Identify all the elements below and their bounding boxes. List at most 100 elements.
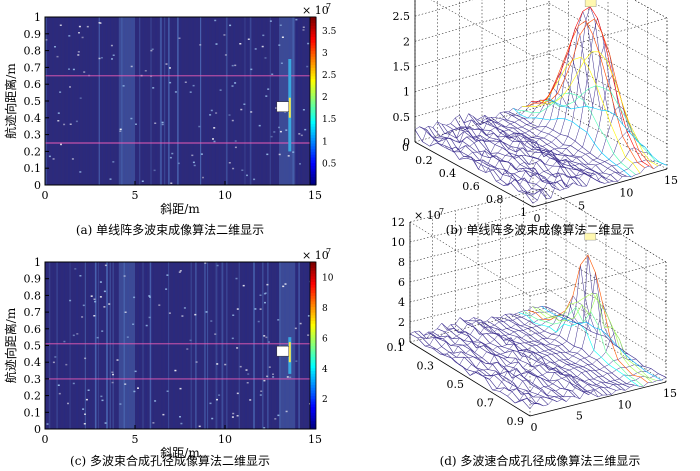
surface-mesh-line <box>491 316 612 395</box>
range-stripe <box>177 17 179 185</box>
speckle <box>179 416 181 418</box>
speckle <box>166 390 169 392</box>
speckle <box>90 295 93 297</box>
speckle <box>165 63 168 65</box>
colorbar-tick-label: 3 <box>322 49 328 59</box>
colorbar-cell <box>310 398 316 402</box>
range-stripe <box>168 17 170 185</box>
colorbar-cell <box>310 39 316 43</box>
speckle <box>306 65 309 68</box>
speckle <box>116 359 119 361</box>
speckle <box>78 32 80 34</box>
range-stripe <box>126 17 129 185</box>
range-stripe <box>298 262 300 429</box>
colorbar-cell <box>310 67 316 71</box>
speckle <box>54 356 57 358</box>
range-stripe <box>56 262 58 429</box>
speckle <box>68 35 71 37</box>
range-stripe <box>173 262 175 429</box>
colorbar-cell <box>310 415 316 419</box>
surface-mesh-line <box>463 119 583 187</box>
speckle <box>235 277 238 280</box>
range-stripe <box>222 17 223 185</box>
speckle <box>134 370 137 373</box>
speckle <box>46 423 49 425</box>
speckle <box>84 413 86 415</box>
surface-mesh-line <box>529 377 667 409</box>
colorbar-cell <box>310 312 316 316</box>
speckle <box>254 308 257 310</box>
range-stripe <box>179 17 182 185</box>
speckle <box>57 112 60 114</box>
colorbar-cell <box>310 353 316 358</box>
side-wall-grid <box>548 28 668 94</box>
speckle <box>186 348 189 350</box>
range-stripe <box>150 17 152 185</box>
surface-mesh-line <box>536 292 657 381</box>
colorbar-cell <box>310 281 316 285</box>
speckle <box>111 381 114 384</box>
speckle <box>119 128 122 131</box>
datatip-box <box>276 345 290 357</box>
speckle <box>287 155 290 157</box>
speckle <box>213 127 216 129</box>
colorbar-cell <box>310 157 316 161</box>
speckle <box>236 415 239 417</box>
speckle <box>152 422 155 424</box>
colorbar-tick-label: 1 <box>322 137 328 147</box>
colorbar-cell <box>310 403 316 408</box>
speckle <box>193 164 196 167</box>
speckle <box>82 304 85 307</box>
speckle <box>266 375 269 378</box>
colorbar-cell <box>310 98 316 102</box>
speckle <box>265 95 268 97</box>
colorbar-cell <box>310 78 316 82</box>
speckle <box>103 290 106 293</box>
colorbar-cell <box>310 115 316 119</box>
bright-band <box>118 17 135 185</box>
speckle <box>81 316 84 318</box>
range-stripe <box>295 262 298 429</box>
colorbar-tick-label: 2.5 <box>322 71 337 81</box>
speckle <box>87 389 90 391</box>
speckle <box>77 54 80 56</box>
colorbar-cell <box>310 317 316 321</box>
speckle <box>149 296 151 298</box>
range-stripe <box>265 17 267 185</box>
speckle <box>79 275 82 277</box>
range-stripe <box>244 262 247 429</box>
range-stripe <box>218 17 220 185</box>
speckle <box>123 275 126 277</box>
y-tick-label: 0.2 <box>24 390 42 403</box>
y-tick-label: 0 <box>34 179 41 192</box>
range-stripe <box>273 17 276 185</box>
y-tick-label: 0.5 <box>447 378 465 391</box>
colorbar-cell <box>310 75 316 80</box>
z-tick-label: 4 <box>398 296 405 309</box>
range-stripe <box>82 17 85 185</box>
speckle <box>281 36 284 38</box>
x-axis-label: 斜距/m <box>160 202 200 216</box>
surface-mesh-line <box>437 328 558 402</box>
z-multiplier: × 10 <box>414 209 441 222</box>
y-tick-label: 0.1 <box>24 406 42 419</box>
y-tick-label: 0.6 <box>24 78 42 91</box>
colorbar-cell <box>310 42 316 46</box>
colorbar-tick-label: 1.5 <box>322 115 337 125</box>
y-tick-label: 1 <box>520 206 527 219</box>
colorbar-cell <box>310 140 316 144</box>
range-stripe <box>215 262 218 429</box>
speckle <box>236 308 239 310</box>
range-stripe <box>110 17 112 185</box>
speckle <box>257 320 260 323</box>
z-tick-label: 1 <box>403 86 410 99</box>
colorbar-cell <box>310 81 316 85</box>
speckle <box>133 390 136 393</box>
speckle <box>242 284 245 287</box>
range-stripe <box>131 17 134 185</box>
panel-caption: (a) 单线阵多波束成像算法二维显示 <box>76 222 264 237</box>
speckle <box>181 315 184 317</box>
surface-mesh-line <box>464 320 585 393</box>
surface-mesh-line <box>450 123 569 188</box>
side-wall-grid <box>545 287 667 363</box>
